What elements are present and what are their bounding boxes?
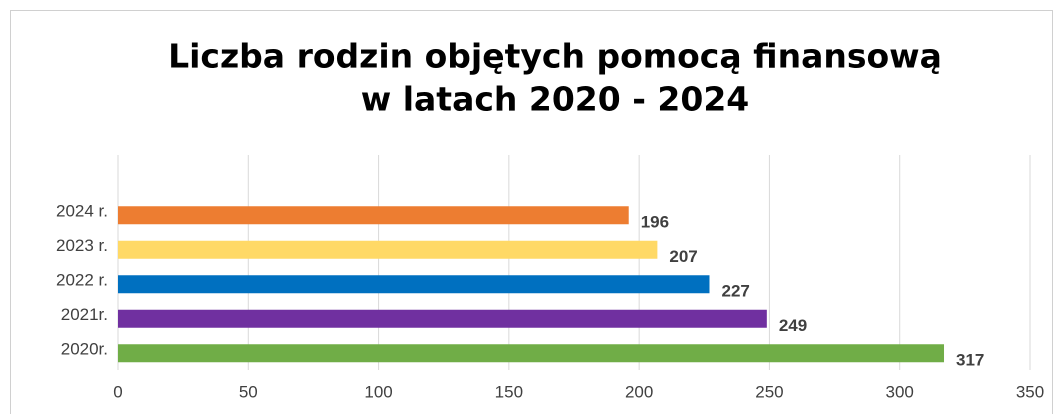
x-tick-label: 100 <box>364 382 392 401</box>
data-label: 317 <box>956 351 984 370</box>
x-tick-label: 250 <box>755 382 783 401</box>
y-tick-label: 2024 r. <box>56 202 108 221</box>
x-tick-label: 200 <box>625 382 653 401</box>
x-tick-label: 350 <box>1016 382 1044 401</box>
data-label: 196 <box>641 213 669 232</box>
bar <box>118 344 945 363</box>
x-tick-label: 300 <box>886 382 914 401</box>
y-tick-label: 2022 r. <box>56 271 108 290</box>
data-label: 207 <box>669 247 697 266</box>
data-label: 227 <box>721 282 749 301</box>
bar <box>118 206 629 225</box>
chart-title: w latach 2020 - 2024 <box>361 80 750 119</box>
x-tick-label: 0 <box>113 382 122 401</box>
y-tick-label: 2020r. <box>61 340 108 359</box>
x-tick-label: 50 <box>239 382 258 401</box>
chart-title: Liczba rodzin objętych pomocą finansową <box>168 37 942 76</box>
bar <box>118 309 767 328</box>
data-label: 249 <box>779 316 807 335</box>
y-tick-label: 2023 r. <box>56 236 108 255</box>
x-tick-label: 150 <box>495 382 523 401</box>
bar <box>118 275 710 294</box>
bar <box>118 240 658 259</box>
y-tick-label: 2021r. <box>61 305 108 324</box>
